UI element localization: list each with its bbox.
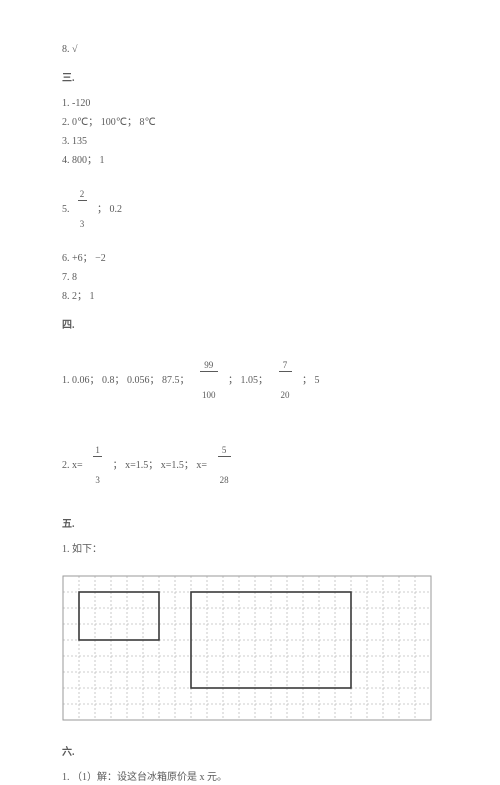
s3-l5-pre: 5.	[62, 202, 75, 217]
frac-den: 28	[218, 475, 231, 485]
section-6-head: 六.	[62, 745, 438, 760]
section-3-head: 三.	[62, 71, 438, 86]
s4-l2: 2. x= 1 3 ； x=1.5； x=1.5； x= 5 28	[62, 428, 438, 503]
frac-num: 1	[93, 446, 102, 457]
s3-l3: 3. 135	[62, 134, 438, 149]
section-4-head: 四.	[62, 318, 438, 333]
frac-num: 2	[78, 190, 87, 201]
s4-l1-c: ； 5	[295, 373, 320, 388]
item-8-check: 8. √	[62, 42, 438, 57]
grid-svg	[62, 575, 432, 721]
s3-l1: 1. -120	[62, 96, 438, 111]
s4-l1-a: 1. 0.06； 0.8； 0.056； 87.5；	[62, 373, 197, 388]
frac-den: 3	[93, 475, 102, 485]
s4-l2-b: ； x=1.5； x=1.5； x=	[105, 458, 214, 473]
frac-num: 5	[218, 446, 231, 457]
s4-l1-frac2: 7 20	[279, 343, 292, 418]
s3-l6: 6. +6； −2	[62, 251, 438, 266]
grid-figure	[62, 575, 438, 721]
s3-l8: 8. 2； 1	[62, 289, 438, 304]
s4-l1-frac1: 99 100	[200, 343, 218, 418]
frac-den: 3	[78, 219, 87, 229]
s5-l1: 1. 如下：	[62, 542, 438, 557]
frac-num: 99	[200, 361, 218, 372]
s3-l7: 7. 8	[62, 270, 438, 285]
s3-l5-post: ； 0.2	[90, 202, 123, 217]
frac-den: 20	[279, 390, 292, 400]
s4-l2-a: 2. x=	[62, 458, 90, 473]
s6-l1: 1. （1）解：设这台冰箱原价是 x 元。	[62, 770, 438, 785]
s3-l5: 5. 2 3 ； 0.2	[62, 172, 438, 247]
frac-den: 100	[200, 390, 218, 400]
s4-l2-frac1: 1 3	[93, 428, 102, 503]
section-5-head: 五.	[62, 517, 438, 532]
frac-num: 7	[279, 361, 292, 372]
s3-l2: 2. 0℃； 100℃； 8℃	[62, 115, 438, 130]
s3-l4: 4. 800； 1	[62, 153, 438, 168]
s4-l1-b: ； 1.05；	[221, 373, 276, 388]
s4-l1: 1. 0.06； 0.8； 0.056； 87.5； 99 100 ； 1.05…	[62, 343, 438, 418]
s4-l2-frac2: 5 28	[218, 428, 231, 503]
s3-l5-frac: 2 3	[78, 172, 87, 247]
